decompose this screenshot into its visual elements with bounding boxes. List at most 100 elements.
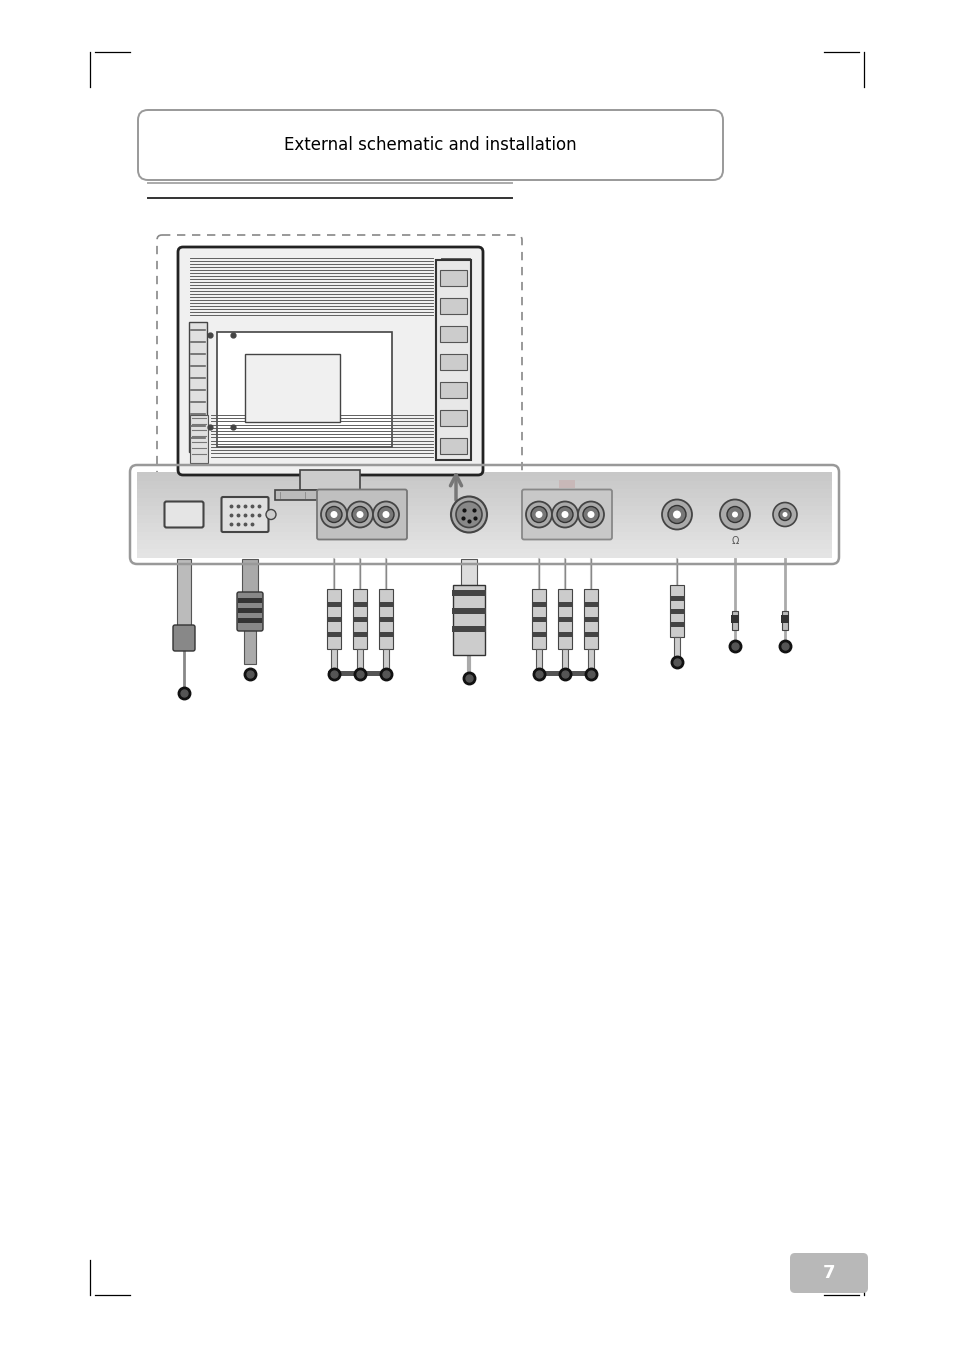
Bar bbox=[439, 410, 467, 426]
Circle shape bbox=[779, 508, 790, 520]
Bar bbox=[137, 472, 831, 477]
Bar bbox=[237, 608, 262, 613]
Circle shape bbox=[720, 500, 749, 530]
Bar bbox=[327, 632, 340, 638]
Bar bbox=[532, 589, 545, 648]
Bar bbox=[382, 648, 389, 669]
Circle shape bbox=[320, 501, 347, 527]
Circle shape bbox=[731, 511, 738, 518]
Bar bbox=[137, 527, 831, 532]
Bar bbox=[137, 480, 831, 485]
Bar bbox=[137, 476, 831, 481]
Bar bbox=[532, 603, 545, 607]
Bar bbox=[583, 617, 598, 621]
FancyBboxPatch shape bbox=[157, 235, 521, 515]
Circle shape bbox=[557, 507, 573, 523]
Bar bbox=[436, 260, 471, 460]
FancyBboxPatch shape bbox=[221, 497, 268, 532]
Bar bbox=[327, 617, 340, 621]
Bar bbox=[237, 617, 262, 623]
Bar bbox=[781, 615, 788, 623]
Bar bbox=[669, 621, 683, 627]
Circle shape bbox=[582, 507, 598, 523]
Bar bbox=[533, 671, 597, 675]
FancyBboxPatch shape bbox=[236, 592, 263, 631]
Bar bbox=[137, 489, 831, 495]
Bar bbox=[781, 611, 787, 630]
Bar bbox=[137, 523, 831, 528]
Bar bbox=[730, 615, 739, 623]
Bar bbox=[328, 671, 392, 675]
Bar bbox=[583, 603, 598, 607]
Text: 7: 7 bbox=[821, 1264, 835, 1282]
Bar bbox=[558, 632, 572, 638]
Bar bbox=[244, 630, 255, 665]
Circle shape bbox=[326, 507, 341, 523]
Bar bbox=[439, 381, 467, 398]
Text: External schematic and installation: External schematic and installation bbox=[284, 136, 577, 154]
Bar bbox=[216, 332, 392, 448]
Circle shape bbox=[772, 503, 796, 527]
Circle shape bbox=[352, 507, 368, 523]
Bar bbox=[137, 541, 831, 545]
Circle shape bbox=[525, 501, 552, 527]
Bar bbox=[439, 298, 467, 314]
Circle shape bbox=[456, 501, 481, 527]
Bar bbox=[452, 590, 485, 596]
Circle shape bbox=[535, 511, 542, 518]
Circle shape bbox=[377, 507, 394, 523]
Circle shape bbox=[531, 507, 546, 523]
FancyBboxPatch shape bbox=[789, 1254, 867, 1293]
Circle shape bbox=[356, 511, 363, 518]
Bar bbox=[299, 470, 359, 491]
Bar bbox=[378, 603, 393, 607]
Bar bbox=[274, 491, 385, 500]
Bar bbox=[137, 497, 831, 503]
Bar bbox=[561, 648, 567, 669]
Bar bbox=[558, 480, 575, 488]
Bar bbox=[331, 648, 336, 669]
Circle shape bbox=[587, 511, 594, 518]
Bar bbox=[137, 485, 831, 491]
Bar bbox=[673, 638, 679, 656]
Circle shape bbox=[382, 511, 389, 518]
FancyBboxPatch shape bbox=[178, 247, 482, 474]
Bar bbox=[137, 493, 831, 499]
Bar bbox=[439, 355, 467, 369]
Bar bbox=[327, 603, 340, 607]
Text: Ω: Ω bbox=[731, 535, 738, 546]
Bar bbox=[137, 545, 831, 550]
Bar bbox=[190, 415, 208, 462]
FancyBboxPatch shape bbox=[172, 625, 194, 651]
Bar bbox=[669, 609, 683, 613]
Bar bbox=[245, 355, 339, 422]
Bar bbox=[356, 648, 363, 669]
Circle shape bbox=[661, 500, 691, 530]
Bar bbox=[452, 625, 485, 632]
Bar bbox=[237, 599, 262, 603]
Bar bbox=[583, 632, 598, 638]
Bar bbox=[587, 648, 594, 669]
Bar bbox=[453, 585, 484, 655]
Bar bbox=[558, 589, 572, 648]
FancyBboxPatch shape bbox=[164, 501, 203, 527]
Bar bbox=[558, 603, 572, 607]
Circle shape bbox=[373, 501, 398, 527]
FancyBboxPatch shape bbox=[316, 489, 407, 539]
Bar bbox=[669, 596, 683, 601]
Circle shape bbox=[578, 501, 603, 527]
Bar bbox=[353, 617, 367, 621]
Bar bbox=[439, 438, 467, 454]
Circle shape bbox=[781, 512, 786, 518]
Bar bbox=[353, 603, 367, 607]
Circle shape bbox=[726, 507, 742, 523]
Bar bbox=[242, 559, 257, 594]
Bar bbox=[137, 519, 831, 524]
Bar bbox=[378, 632, 393, 638]
Circle shape bbox=[347, 501, 373, 527]
Bar bbox=[439, 326, 467, 342]
Bar bbox=[558, 617, 572, 621]
Bar bbox=[378, 617, 393, 621]
Bar bbox=[137, 506, 831, 511]
Bar bbox=[669, 585, 683, 638]
